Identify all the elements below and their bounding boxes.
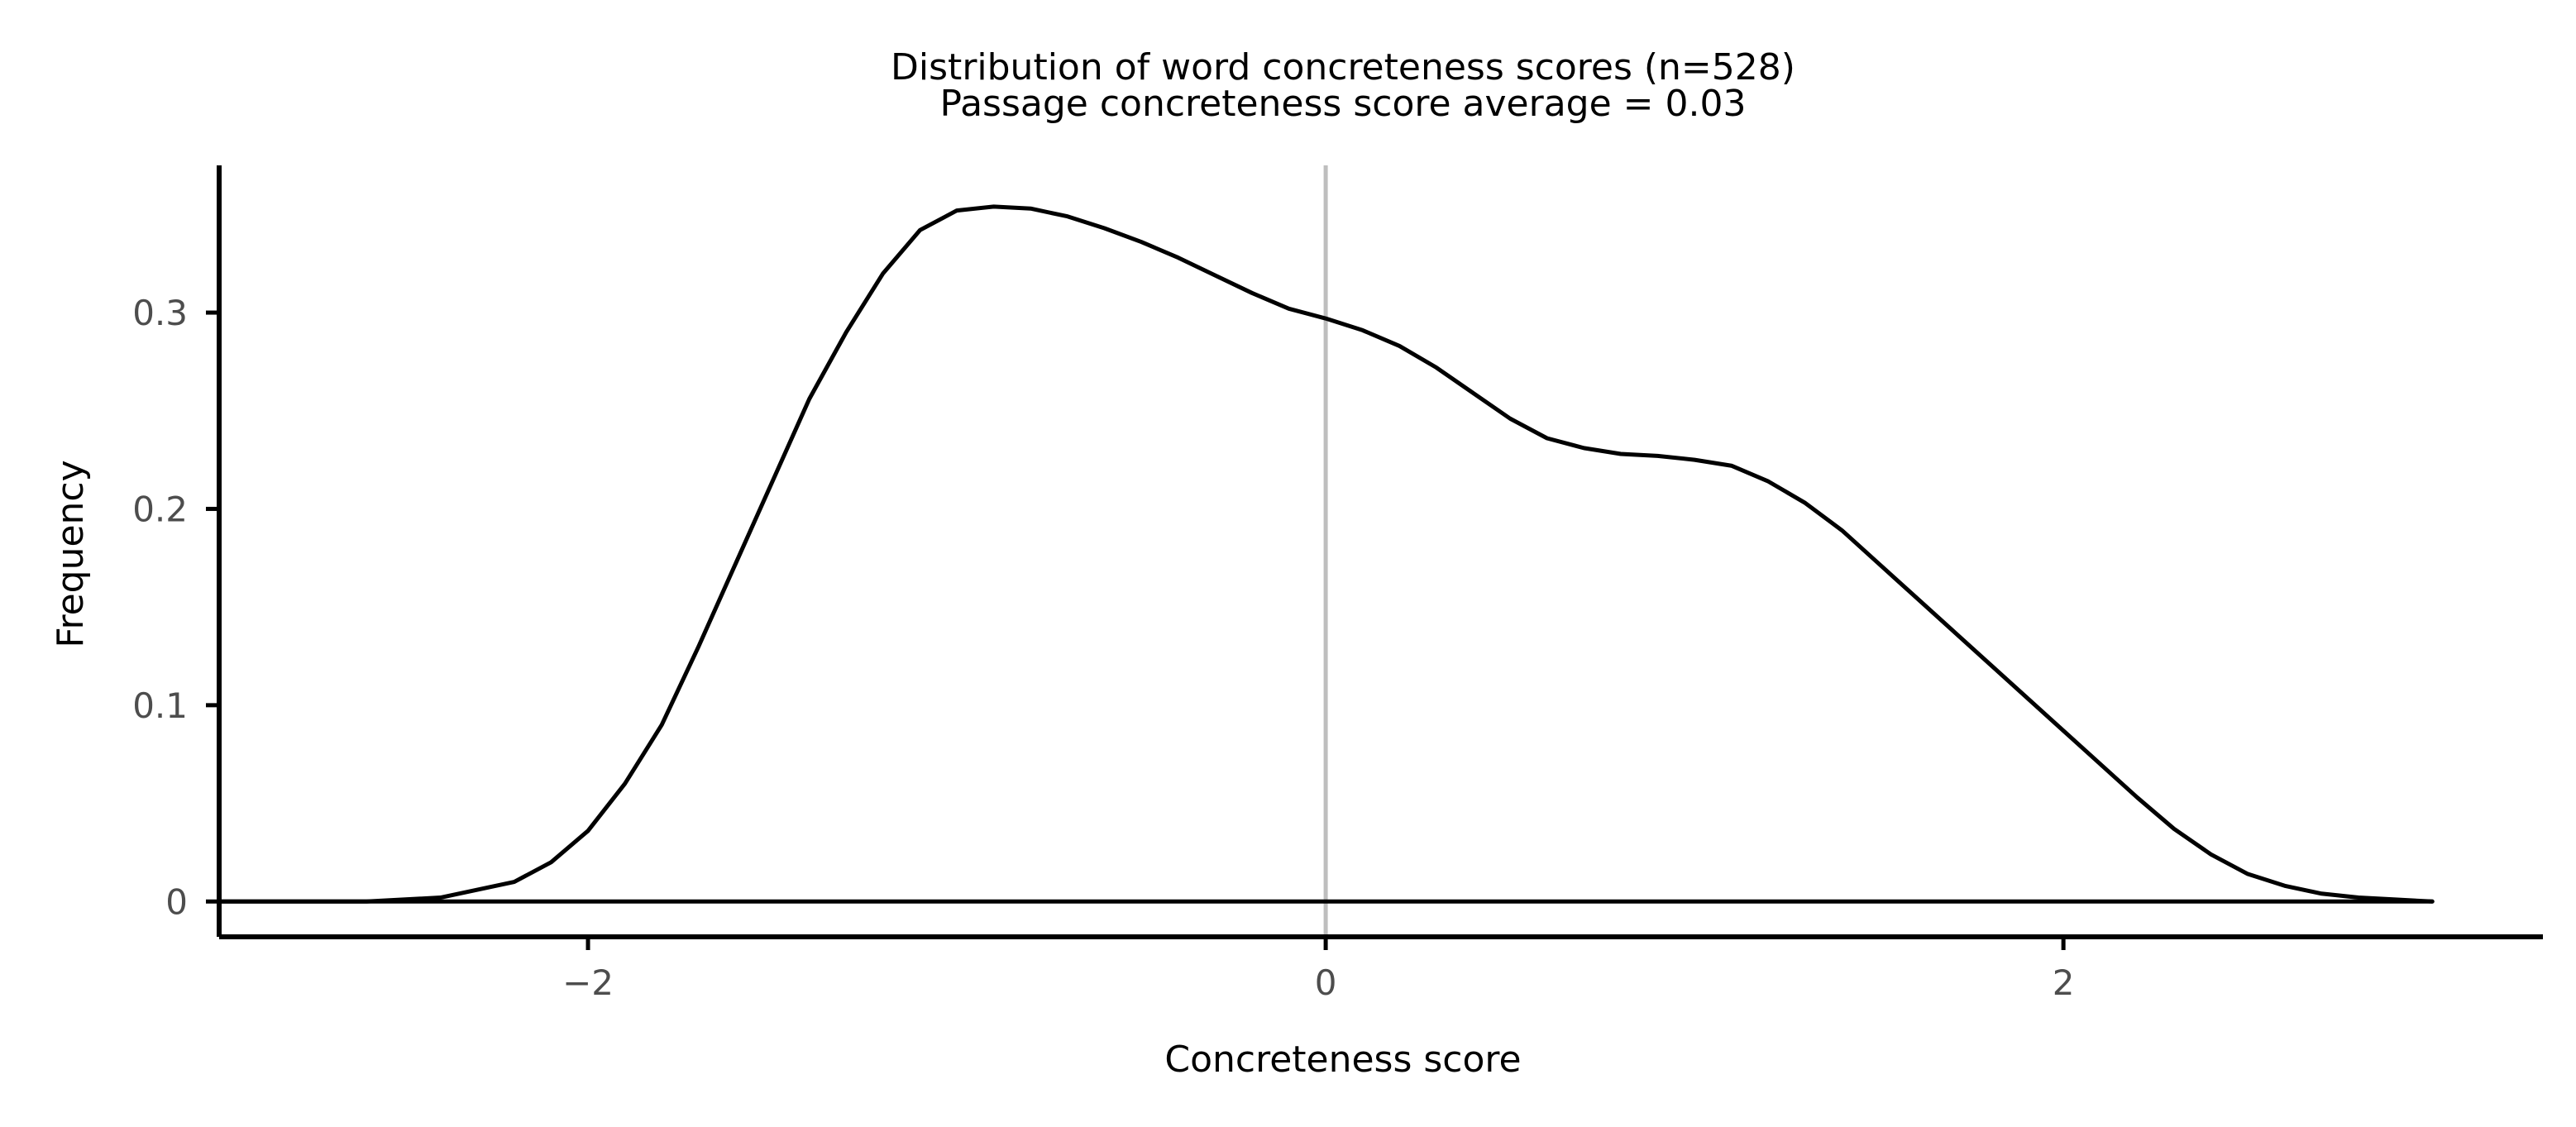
x-tick-label: −2 <box>562 962 614 1003</box>
density-curve <box>217 204 2435 904</box>
y-tick-label: 0 <box>165 881 188 922</box>
chart-title: Distribution of word concreteness scores… <box>891 46 1795 88</box>
chart-subtitle: Passage concreteness score average = 0.0… <box>940 83 1747 125</box>
density-series <box>217 204 2435 904</box>
x-tick-label: 0 <box>1315 962 1337 1003</box>
plot-area <box>217 165 2435 937</box>
x-tick-label: 2 <box>2053 962 2075 1003</box>
y-axis-ticks: 0 0.1 0.2 0.3 <box>132 293 219 922</box>
x-axis-label: Concreteness score <box>1164 1039 1521 1081</box>
y-tick-label: 0.1 <box>132 685 188 726</box>
y-tick-label: 0.3 <box>132 293 188 333</box>
y-tick-label: 0.2 <box>132 489 188 529</box>
y-axis-label: Frequency <box>50 460 92 647</box>
x-axis-ticks: −2 0 2 <box>562 937 2075 1003</box>
